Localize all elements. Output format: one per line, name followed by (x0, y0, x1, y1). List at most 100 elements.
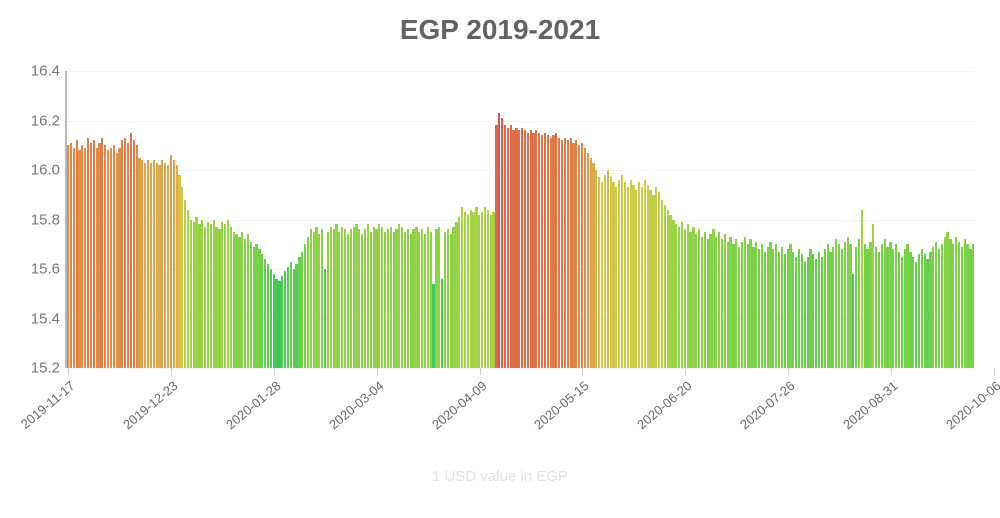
bar[interactable] (264, 259, 267, 368)
bar[interactable] (703, 231, 706, 368)
bar[interactable] (772, 249, 775, 368)
bar[interactable] (783, 254, 786, 368)
bar[interactable] (75, 140, 78, 368)
bar[interactable] (341, 226, 344, 368)
bar[interactable] (198, 224, 201, 368)
bar[interactable] (284, 271, 287, 368)
bar[interactable] (626, 187, 629, 368)
bar[interactable] (72, 147, 75, 368)
bar[interactable] (506, 127, 509, 368)
bar[interactable] (212, 219, 215, 368)
bar[interactable] (215, 226, 218, 368)
bar[interactable] (321, 229, 324, 368)
bar[interactable] (880, 244, 883, 368)
bar[interactable] (246, 234, 250, 368)
bar[interactable] (572, 142, 575, 368)
bar[interactable] (846, 236, 849, 368)
bar[interactable] (403, 231, 407, 368)
bar[interactable] (709, 234, 712, 368)
bar[interactable] (532, 132, 535, 368)
bar[interactable] (715, 236, 718, 368)
bar[interactable] (441, 278, 444, 368)
bar[interactable] (689, 231, 692, 368)
bar[interactable] (797, 249, 801, 368)
bar[interactable] (435, 229, 438, 368)
bar[interactable] (940, 244, 943, 368)
bar[interactable] (449, 234, 452, 368)
bar[interactable] (943, 236, 946, 368)
bar[interactable] (966, 244, 969, 368)
bar[interactable] (915, 261, 918, 368)
bar[interactable] (392, 231, 395, 368)
bar[interactable] (161, 160, 164, 368)
bar[interactable] (192, 221, 195, 368)
bar[interactable] (395, 229, 398, 368)
bar[interactable] (312, 231, 315, 368)
bar[interactable] (640, 187, 644, 368)
bar[interactable] (101, 137, 104, 368)
bar[interactable] (486, 209, 489, 368)
bar[interactable] (81, 145, 84, 368)
bar[interactable] (332, 229, 335, 368)
bar[interactable] (855, 246, 858, 368)
bar[interactable] (526, 132, 529, 368)
bar[interactable] (252, 246, 255, 368)
bar[interactable] (620, 174, 624, 368)
bar[interactable] (129, 132, 133, 368)
bar[interactable] (606, 170, 609, 368)
bar[interactable] (95, 147, 98, 368)
bar[interactable] (632, 184, 635, 368)
bar[interactable] (469, 209, 472, 368)
bar[interactable] (124, 137, 127, 368)
bar[interactable] (503, 125, 507, 368)
bar[interactable] (723, 234, 726, 368)
bar[interactable] (521, 127, 524, 368)
bar[interactable] (89, 142, 93, 368)
bar[interactable] (649, 189, 652, 368)
bar[interactable] (912, 256, 915, 368)
bar[interactable] (272, 273, 275, 368)
bar[interactable] (69, 142, 73, 368)
bar[interactable] (843, 241, 846, 368)
bar[interactable] (201, 219, 204, 368)
bar[interactable] (552, 135, 555, 368)
bar[interactable] (920, 249, 923, 368)
bar[interactable] (886, 246, 889, 368)
bar[interactable] (775, 244, 778, 368)
bar[interactable] (281, 276, 284, 368)
bar[interactable] (543, 132, 547, 368)
bar[interactable] (372, 226, 375, 368)
bar[interactable] (760, 244, 764, 368)
bar[interactable] (315, 226, 318, 368)
bar[interactable] (455, 221, 458, 368)
bar[interactable] (769, 241, 772, 368)
bar[interactable] (292, 269, 295, 368)
bar[interactable] (815, 259, 818, 368)
bar[interactable] (792, 251, 795, 368)
bar[interactable] (489, 214, 492, 368)
bar[interactable] (155, 162, 158, 368)
bar[interactable] (152, 160, 155, 368)
bar[interactable] (897, 251, 901, 368)
bar[interactable] (306, 236, 310, 368)
bar[interactable] (144, 162, 147, 368)
bar[interactable] (495, 125, 498, 368)
bar[interactable] (446, 229, 449, 368)
bar[interactable] (438, 226, 441, 368)
bar[interactable] (763, 251, 766, 368)
bar[interactable] (812, 254, 815, 368)
bar[interactable] (672, 219, 675, 368)
bar[interactable] (181, 187, 184, 368)
bar[interactable] (740, 241, 744, 368)
bar[interactable] (698, 229, 701, 368)
bar[interactable] (729, 236, 732, 368)
bar[interactable] (184, 199, 187, 368)
bar[interactable] (960, 246, 963, 368)
bar[interactable] (412, 229, 415, 368)
bar[interactable] (909, 251, 912, 368)
bar[interactable] (863, 244, 866, 368)
bar[interactable] (149, 162, 153, 368)
bar[interactable] (475, 207, 478, 368)
bar[interactable] (623, 182, 626, 368)
bar[interactable] (383, 231, 387, 368)
